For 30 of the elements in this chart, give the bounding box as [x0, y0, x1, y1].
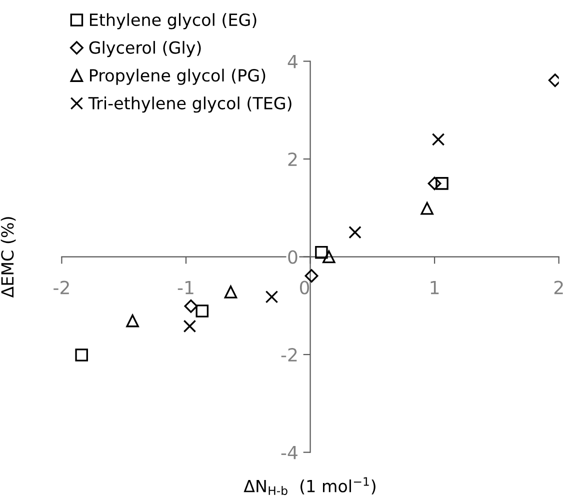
point: [322, 250, 336, 264]
legend-label: Propylene glycol (PG): [90, 68, 266, 85]
legend-label: Tri-ethylene glycol (TEG): [88, 96, 292, 113]
x-tick-label: -2: [54, 280, 69, 294]
point: [224, 286, 238, 298]
point: [432, 133, 445, 146]
x-axis-title: ΔN$_{H-b}$ (1 mol$^{−1}$): [244, 477, 376, 496]
x-tick-label: 0: [300, 280, 310, 294]
y-tick-label: -2: [281, 348, 297, 362]
y-tick-label: 0: [288, 250, 298, 264]
point: [348, 226, 362, 239]
y-tick-label: 4: [288, 54, 298, 68]
point: [265, 290, 278, 304]
legend-label: Glycerol (Gly): [89, 40, 201, 58]
point: [420, 202, 434, 215]
point: [183, 320, 196, 333]
point: [196, 304, 209, 318]
point: [75, 348, 88, 362]
x-tick-label: -1: [178, 280, 194, 294]
point: [126, 314, 139, 328]
y-tick-label: -4: [281, 446, 298, 460]
point: [315, 246, 328, 259]
legend-label: Ethylene glycol (EG): [90, 13, 256, 30]
point: [428, 176, 442, 190]
x-tick-label: 2: [554, 280, 563, 294]
y-tick-label: 2: [288, 152, 297, 166]
y-axis-title: ΔEMC (%): [0, 217, 16, 298]
point: [436, 177, 448, 190]
point: [184, 299, 198, 313]
x-tick-label: 1: [430, 280, 439, 294]
